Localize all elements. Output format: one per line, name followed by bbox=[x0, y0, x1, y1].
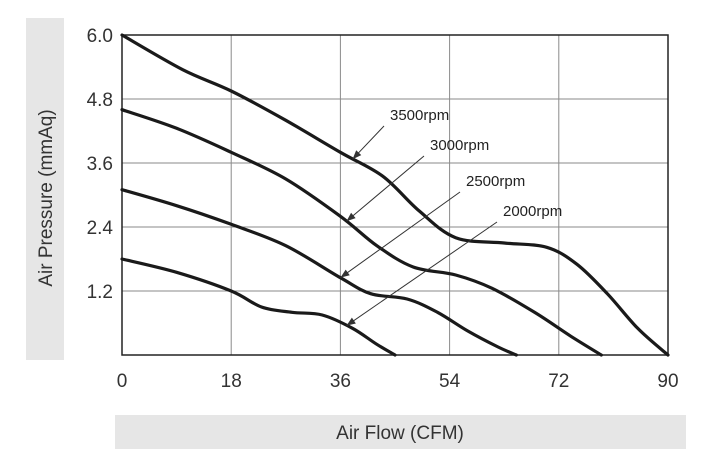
x-tick-label-5: 90 bbox=[657, 371, 678, 392]
annotation-arrowhead-0 bbox=[352, 150, 362, 160]
tick-labels: 0 18 36 54 72 90 1.2 2.4 3.6 4.8 6.0 bbox=[87, 26, 679, 392]
plot-frame bbox=[121, 34, 669, 356]
y-tick-label-0: 1.2 bbox=[87, 282, 113, 303]
annotation-arrowhead-2 bbox=[340, 269, 350, 278]
annotation-label-3: 2000rpm bbox=[503, 203, 562, 220]
annotation-leader-1 bbox=[346, 155, 425, 222]
y-tick-label-3: 4.8 bbox=[87, 90, 113, 111]
x-tick-label-0: 0 bbox=[117, 371, 128, 392]
annotation-arrowhead-3 bbox=[346, 317, 356, 326]
series-line-2000rpm bbox=[120, 257, 397, 357]
x-axis-title: Air Flow (CFM) bbox=[336, 423, 464, 444]
annotation-label-1: 3000rpm bbox=[430, 137, 489, 154]
y-tick-label-1: 2.4 bbox=[87, 218, 114, 239]
x-tick-label-2: 36 bbox=[330, 371, 351, 392]
annotation-leader-3 bbox=[346, 221, 498, 327]
annotation-arrowhead-1 bbox=[346, 212, 356, 222]
series-lines bbox=[120, 33, 670, 357]
series-line-3000rpm bbox=[120, 108, 603, 357]
ylabel-band bbox=[26, 18, 64, 360]
annotation-label-0: 3500rpm bbox=[390, 107, 449, 124]
annotations: 3500rpm 3000rpm 2500rpm 2000rpm bbox=[340, 107, 562, 327]
gridlines bbox=[121, 34, 669, 355]
x-tick-label-4: 72 bbox=[548, 371, 569, 392]
annotation-leader-2 bbox=[340, 191, 461, 279]
y-axis-title: Air Pressure (mmAq) bbox=[36, 109, 57, 286]
y-tick-label-2: 3.6 bbox=[87, 154, 113, 175]
series-line-3500rpm bbox=[120, 33, 670, 357]
xlabel-band bbox=[115, 415, 686, 449]
x-tick-label-3: 54 bbox=[439, 371, 461, 392]
y-tick-label-4: 6.0 bbox=[87, 26, 113, 47]
series-line-2500rpm bbox=[120, 188, 518, 357]
x-tick-label-1: 18 bbox=[221, 371, 242, 392]
annotation-label-2: 2500rpm bbox=[466, 173, 525, 190]
